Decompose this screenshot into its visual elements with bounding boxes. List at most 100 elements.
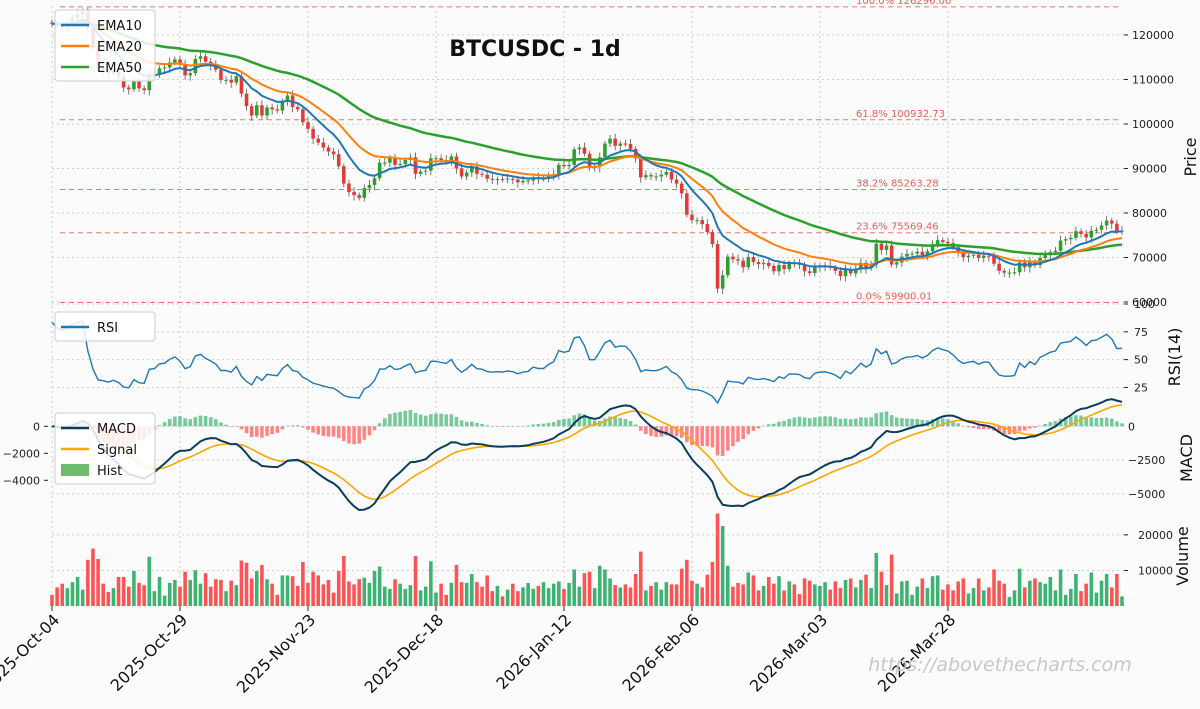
candle-body bbox=[362, 188, 367, 198]
volume-bar bbox=[485, 575, 489, 606]
volume-bar bbox=[966, 593, 971, 606]
macd-histogram-bar bbox=[260, 426, 264, 438]
macd-histogram-bar bbox=[705, 426, 710, 447]
candle-body bbox=[695, 220, 699, 222]
macd-histogram-bar bbox=[495, 426, 500, 427]
candle-body bbox=[562, 164, 566, 167]
candle-body bbox=[638, 158, 643, 178]
volume-bar bbox=[444, 594, 448, 606]
x-tick-label: 2026-Mar-03 bbox=[746, 610, 831, 695]
macd-histogram-bar bbox=[833, 417, 838, 427]
candle-body bbox=[956, 247, 960, 254]
candle-body bbox=[1084, 233, 1088, 238]
volume-bar bbox=[306, 582, 310, 606]
volume-bar bbox=[710, 562, 715, 606]
macd-histogram-bar bbox=[582, 414, 587, 427]
candle-body bbox=[766, 262, 771, 266]
macd-histogram-bar bbox=[326, 426, 331, 437]
macd-histogram-bar bbox=[336, 426, 341, 438]
macd-histogram-bar bbox=[669, 426, 674, 436]
candle-body bbox=[470, 166, 474, 173]
macd-axis-label: MACD bbox=[1177, 434, 1196, 482]
candle-body bbox=[439, 158, 443, 161]
volume-bar bbox=[1094, 592, 1099, 606]
macd-histogram-bar bbox=[557, 419, 561, 427]
volume-bar bbox=[423, 586, 428, 606]
macd-histogram-bar bbox=[797, 416, 802, 427]
volume-bar bbox=[193, 570, 198, 606]
candle-body bbox=[1079, 231, 1083, 234]
fib-level-label: 0.0% 59900.01 bbox=[856, 291, 932, 302]
volume-panel bbox=[50, 513, 1124, 606]
macd-histogram-bar bbox=[695, 426, 699, 446]
candle-body bbox=[137, 81, 141, 89]
candle-body bbox=[628, 143, 633, 149]
volume-bar bbox=[608, 578, 612, 606]
volume-bar bbox=[55, 587, 59, 606]
volume-bar bbox=[178, 586, 182, 606]
price-axis-label: Price bbox=[1181, 137, 1200, 176]
x-tick-label: 2026-Feb-06 bbox=[618, 610, 703, 695]
candle-body bbox=[1043, 255, 1047, 258]
macd-histogram-bar bbox=[731, 426, 735, 447]
candle-body bbox=[853, 268, 858, 274]
candle-body bbox=[761, 262, 766, 265]
macd-histogram-bar bbox=[685, 426, 689, 443]
volume-bar bbox=[219, 579, 223, 606]
candle-body bbox=[756, 261, 761, 265]
volume-bar bbox=[203, 573, 208, 606]
candle-body bbox=[403, 160, 408, 165]
rsi-panel bbox=[51, 320, 1123, 405]
macd-histogram-bar bbox=[362, 426, 367, 440]
macd-histogram-bar bbox=[413, 412, 418, 427]
volume-bar bbox=[1063, 594, 1068, 606]
macd-histogram-bar bbox=[587, 417, 592, 427]
volume-bar bbox=[869, 588, 873, 606]
candle-body bbox=[874, 243, 879, 265]
volume-bar bbox=[60, 583, 65, 606]
macd-histogram-bar bbox=[802, 417, 807, 427]
volume-bar bbox=[1033, 578, 1037, 606]
macd-histogram-bar bbox=[900, 418, 904, 427]
macd-histogram-bar bbox=[275, 426, 280, 433]
volume-bar bbox=[731, 586, 735, 606]
macd-histogram-bar bbox=[741, 426, 745, 440]
volume-bar bbox=[981, 590, 986, 606]
macd-histogram-bar bbox=[766, 424, 771, 427]
candle-body bbox=[705, 224, 710, 233]
macd-histogram-bar bbox=[193, 417, 198, 427]
volume-bar bbox=[106, 591, 111, 606]
volume-bar bbox=[664, 582, 669, 606]
chart-title: BTCUSDC - 1d bbox=[449, 37, 621, 62]
candle-body bbox=[879, 243, 884, 250]
volume-bar bbox=[1109, 587, 1114, 606]
volume-bar bbox=[50, 594, 54, 606]
x-tick-label: 2025-Nov-23 bbox=[233, 610, 320, 697]
macd-histogram-bar bbox=[1048, 422, 1053, 427]
macd-histogram-bar bbox=[613, 417, 617, 427]
macd-histogram-bar bbox=[219, 422, 223, 427]
candle-body bbox=[889, 245, 894, 265]
macd-histogram-bar bbox=[1002, 426, 1007, 434]
volume-bar bbox=[260, 565, 264, 606]
candle-body bbox=[736, 259, 740, 261]
volume-bar bbox=[121, 576, 126, 606]
volume-bar bbox=[152, 591, 157, 606]
candle-body bbox=[505, 178, 510, 180]
rsi-tick-label: 75 bbox=[1134, 326, 1148, 339]
volume-bar bbox=[1079, 591, 1083, 606]
volume-bar bbox=[336, 570, 341, 606]
macd-histogram-bar bbox=[480, 423, 484, 427]
volume-bar bbox=[516, 591, 520, 606]
volume-bar bbox=[311, 571, 315, 606]
candle-body bbox=[751, 257, 756, 262]
macd-legend-label: Hist bbox=[97, 464, 122, 479]
volume-bar bbox=[295, 585, 300, 606]
volume-bar bbox=[961, 578, 966, 606]
ema10-line bbox=[51, 18, 1123, 271]
macd-histogram-bar bbox=[736, 426, 740, 442]
candle-body bbox=[777, 265, 781, 272]
candle-body bbox=[306, 122, 310, 129]
volume-bar bbox=[116, 576, 121, 606]
